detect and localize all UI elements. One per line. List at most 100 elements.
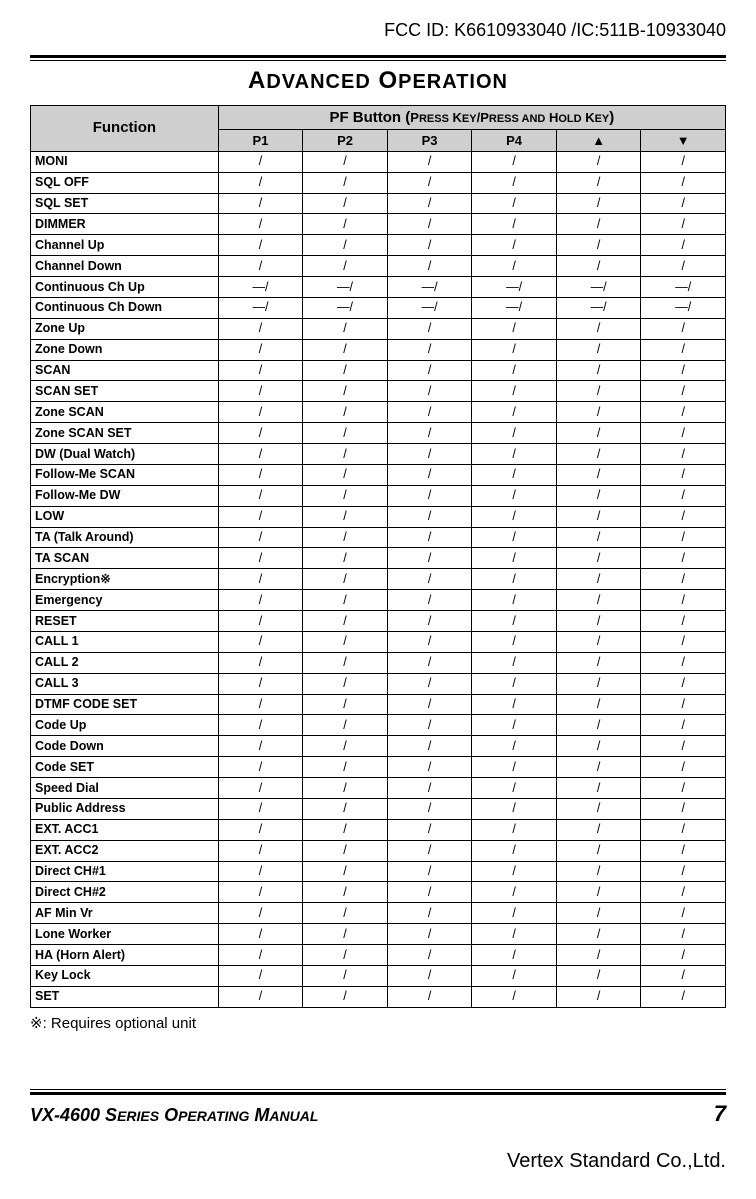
val-cell: / [641, 569, 726, 590]
val-cell: / [303, 193, 388, 214]
val-cell: / [641, 360, 726, 381]
val-cell: / [218, 360, 303, 381]
val-cell: / [218, 715, 303, 736]
table-row: Code SET////// [31, 757, 726, 778]
val-cell: / [303, 882, 388, 903]
val-cell: / [556, 903, 641, 924]
fn-cell: SQL OFF [31, 172, 219, 193]
val-cell: / [218, 903, 303, 924]
table-row: Direct CH#2////// [31, 882, 726, 903]
val-cell: / [303, 611, 388, 632]
val-cell: / [303, 757, 388, 778]
fn-cell: EXT. ACC2 [31, 840, 219, 861]
val-cell: / [218, 172, 303, 193]
fn-cell: Encryption※ [31, 569, 219, 590]
title-rule [30, 55, 726, 61]
val-cell: / [556, 172, 641, 193]
th-pf-button: PF Button (PRESS KEY/PRESS AND HOLD KEY) [218, 106, 725, 130]
val-cell: / [303, 256, 388, 277]
val-cell: / [218, 798, 303, 819]
val-cell: / [218, 840, 303, 861]
val-cell: / [472, 464, 557, 485]
table-row: Channel Up////// [31, 235, 726, 256]
table-row: LOW////// [31, 506, 726, 527]
val-cell: / [472, 360, 557, 381]
fn-cell: AF Min Vr [31, 903, 219, 924]
val-cell: / [303, 423, 388, 444]
val-cell: / [641, 464, 726, 485]
val-cell: / [641, 402, 726, 423]
val-cell: / [472, 256, 557, 277]
fn-cell: Zone Up [31, 318, 219, 339]
val-cell: / [387, 611, 472, 632]
val-cell: / [387, 381, 472, 402]
fn-cell: SQL SET [31, 193, 219, 214]
val-cell: / [387, 485, 472, 506]
footnote: ※: Requires optional unit [30, 1014, 726, 1032]
val-cell: / [303, 360, 388, 381]
val-cell: / [556, 819, 641, 840]
table-row: SET////// [31, 986, 726, 1007]
val-cell: / [472, 402, 557, 423]
th-p1: P1 [218, 130, 303, 152]
table-row: Code Up////// [31, 715, 726, 736]
val-cell: / [218, 757, 303, 778]
footer: VX-4600 SERIES OPERATING MANUAL 7 [30, 1089, 726, 1127]
val-cell: / [218, 986, 303, 1007]
val-cell: / [472, 924, 557, 945]
val-cell: / [218, 402, 303, 423]
val-cell: / [556, 757, 641, 778]
val-cell: / [303, 673, 388, 694]
val-cell: / [641, 151, 726, 172]
th-pf-button-text: PF Button (PRESS KEY/PRESS AND HOLD KEY) [329, 109, 614, 126]
val-cell: —/ [303, 297, 388, 318]
val-cell: / [218, 861, 303, 882]
val-cell: / [303, 506, 388, 527]
val-cell: / [387, 757, 472, 778]
table-row: EXT. ACC2////// [31, 840, 726, 861]
fn-cell: MONI [31, 151, 219, 172]
val-cell: / [641, 339, 726, 360]
val-cell: / [556, 590, 641, 611]
val-cell: / [641, 590, 726, 611]
val-cell: / [556, 945, 641, 966]
val-cell: / [472, 506, 557, 527]
table-row: Follow-Me DW////// [31, 485, 726, 506]
val-cell: / [303, 590, 388, 611]
val-cell: / [218, 235, 303, 256]
function-table: Function PF Button (PRESS KEY/PRESS AND … [30, 105, 726, 1008]
val-cell: / [641, 444, 726, 465]
val-cell: / [641, 214, 726, 235]
table-row: HA (Horn Alert)////// [31, 945, 726, 966]
val-cell: —/ [303, 277, 388, 298]
val-cell: / [472, 778, 557, 799]
val-cell: / [472, 527, 557, 548]
val-cell: / [303, 694, 388, 715]
val-cell: / [303, 444, 388, 465]
val-cell: / [641, 840, 726, 861]
val-cell: / [303, 861, 388, 882]
val-cell: / [556, 569, 641, 590]
val-cell: / [218, 882, 303, 903]
val-cell: / [303, 631, 388, 652]
fn-cell: Follow-Me DW [31, 485, 219, 506]
fn-cell: SET [31, 986, 219, 1007]
val-cell: / [556, 986, 641, 1007]
val-cell: / [387, 402, 472, 423]
val-cell: / [556, 694, 641, 715]
val-cell: / [387, 924, 472, 945]
th-function: Function [31, 106, 219, 152]
th-p2: P2 [303, 130, 388, 152]
val-cell: / [387, 736, 472, 757]
val-cell: / [387, 652, 472, 673]
val-cell: / [556, 402, 641, 423]
val-cell: / [472, 381, 557, 402]
fn-cell: DIMMER [31, 214, 219, 235]
table-row: Key Lock////// [31, 965, 726, 986]
val-cell: / [218, 778, 303, 799]
val-cell: / [472, 339, 557, 360]
table-row: SCAN SET////// [31, 381, 726, 402]
val-cell: —/ [641, 297, 726, 318]
val-cell: / [218, 193, 303, 214]
fn-cell: SCAN [31, 360, 219, 381]
